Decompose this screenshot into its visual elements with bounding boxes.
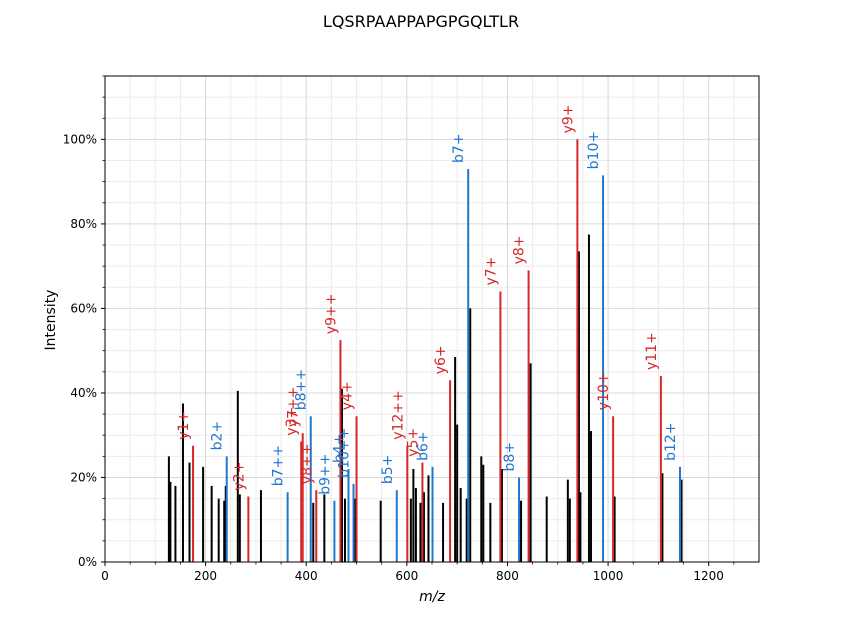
- y-axis-ticks: 0% 20% 40% 60% 80% 100%: [63, 75, 105, 569]
- peak-label: b7+: [451, 133, 467, 163]
- peak-label: b4+: [331, 433, 347, 463]
- peak-label: y7++: [286, 386, 302, 427]
- y-tick-label: 40%: [70, 386, 97, 400]
- peak-label: b6+: [416, 431, 432, 461]
- x-axis-label: m/z: [419, 589, 445, 605]
- x-tick-label: 600: [395, 569, 418, 583]
- peak-label: b8+: [502, 442, 518, 472]
- y-tick-label: 0%: [78, 555, 97, 569]
- peak-label: y1+: [176, 411, 192, 440]
- y-tick-label: 80%: [70, 217, 97, 231]
- peak-label: b10++: [337, 428, 353, 478]
- peak-label: b9++: [317, 453, 333, 494]
- x-tick-label: 400: [295, 569, 318, 583]
- peak-label: y9+: [560, 104, 576, 133]
- peak-label: b7++: [271, 445, 287, 486]
- peak-label: y5+: [405, 428, 421, 457]
- x-tick-label: 800: [496, 569, 519, 583]
- peak-label: y7+: [483, 257, 499, 286]
- peak-label: b5+: [380, 455, 396, 485]
- x-tick-label: 0: [101, 569, 109, 583]
- peak-label: y11+: [644, 332, 660, 370]
- peak-annotations: y1+ b2+y2+ b7++y3+y7++b8++y8++ b9++y9++b4+b…: [176, 104, 679, 494]
- x-tick-label: 200: [194, 569, 217, 583]
- peak-label: y6+: [433, 345, 449, 374]
- peak-label: y9++: [323, 293, 339, 334]
- chart-title: LQSRPAAPPAPGPGQLTLR: [323, 12, 519, 31]
- peaks: [167, 139, 683, 562]
- peak-label: b2+: [210, 421, 226, 451]
- y-axis-label: Intensity: [43, 290, 59, 351]
- peak-label: b8++: [294, 369, 310, 410]
- y-tick-label: 100%: [63, 132, 97, 146]
- x-tick-label: 1000: [593, 569, 624, 583]
- x-axis-ticks: 0 200 400 600 800 1000 1200: [101, 562, 735, 583]
- peak-label: y3+: [284, 407, 300, 436]
- peak-label: b10+: [586, 131, 602, 169]
- peak-label: b12+: [663, 422, 679, 460]
- y-tick-label: 20%: [70, 470, 97, 484]
- peak-label: y12++: [390, 390, 406, 440]
- peak-label: y8+: [512, 235, 528, 264]
- peak-label: y10+: [596, 372, 612, 410]
- peak-label: y4+: [340, 381, 356, 410]
- x-tick-label: 1200: [693, 569, 724, 583]
- peak-label: y2+: [231, 462, 247, 491]
- peak-label: y8++: [299, 444, 315, 485]
- y-tick-label: 60%: [70, 301, 97, 315]
